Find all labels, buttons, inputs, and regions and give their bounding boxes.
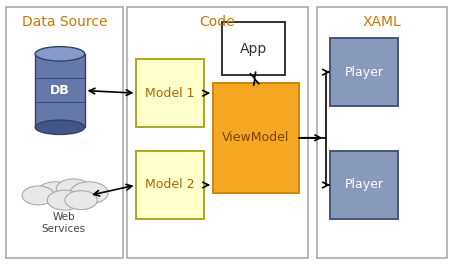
FancyBboxPatch shape — [136, 59, 204, 127]
FancyBboxPatch shape — [330, 38, 398, 106]
Text: Code: Code — [200, 15, 235, 29]
Text: Model 2: Model 2 — [145, 178, 195, 191]
Circle shape — [70, 182, 108, 204]
FancyBboxPatch shape — [127, 7, 308, 258]
Text: Data Source: Data Source — [22, 15, 107, 29]
Text: DB: DB — [50, 84, 70, 97]
Text: ViewModel: ViewModel — [222, 131, 289, 144]
FancyBboxPatch shape — [136, 151, 204, 219]
FancyBboxPatch shape — [213, 83, 299, 193]
Text: Web
Services: Web Services — [42, 213, 86, 234]
Text: XAML: XAML — [362, 15, 401, 29]
Ellipse shape — [35, 120, 85, 134]
FancyBboxPatch shape — [6, 7, 123, 258]
Circle shape — [65, 191, 97, 210]
Circle shape — [37, 182, 74, 204]
Text: Player: Player — [344, 66, 383, 79]
Text: Player: Player — [344, 178, 383, 191]
FancyBboxPatch shape — [317, 7, 447, 258]
Circle shape — [47, 190, 82, 210]
Circle shape — [56, 179, 91, 199]
FancyBboxPatch shape — [330, 151, 398, 219]
Circle shape — [22, 186, 54, 205]
Polygon shape — [35, 54, 85, 127]
Ellipse shape — [35, 47, 85, 61]
Text: App: App — [240, 42, 267, 56]
FancyBboxPatch shape — [222, 22, 285, 75]
Text: Model 1: Model 1 — [145, 87, 195, 100]
